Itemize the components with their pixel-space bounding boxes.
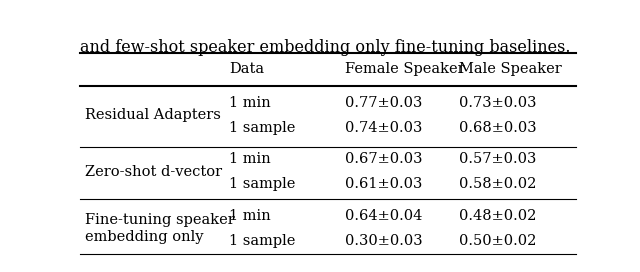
Text: 1 sample: 1 sample (229, 178, 295, 191)
Text: 0.30±0.03: 0.30±0.03 (346, 234, 423, 248)
Text: 0.68±0.03: 0.68±0.03 (460, 121, 537, 135)
Text: 0.61±0.03: 0.61±0.03 (346, 178, 423, 191)
Text: 0.64±0.04: 0.64±0.04 (346, 209, 423, 223)
Text: Male Speaker: Male Speaker (460, 62, 562, 76)
Text: 1 sample: 1 sample (229, 234, 295, 248)
Text: Fine-tuning speaker
embedding only: Fine-tuning speaker embedding only (85, 213, 235, 243)
Text: and few-shot speaker embedding only fine-tuning baselines.: and few-shot speaker embedding only fine… (80, 39, 570, 56)
Text: 0.67±0.03: 0.67±0.03 (346, 152, 423, 166)
Text: Zero-shot d-vector: Zero-shot d-vector (85, 165, 222, 179)
Text: 1 min: 1 min (229, 152, 271, 166)
Text: 1 sample: 1 sample (229, 121, 295, 135)
Text: 0.48±0.02: 0.48±0.02 (460, 209, 537, 223)
Text: 0.73±0.03: 0.73±0.03 (460, 96, 537, 110)
Text: 1 min: 1 min (229, 209, 271, 223)
Text: 0.77±0.03: 0.77±0.03 (346, 96, 423, 110)
Text: Female Speaker: Female Speaker (346, 62, 465, 76)
Text: Residual Adapters: Residual Adapters (85, 108, 221, 122)
Text: 0.57±0.03: 0.57±0.03 (460, 152, 537, 166)
Text: 1 min: 1 min (229, 96, 271, 110)
Text: Data: Data (229, 62, 264, 76)
Text: 0.58±0.02: 0.58±0.02 (460, 178, 537, 191)
Text: 0.74±0.03: 0.74±0.03 (346, 121, 423, 135)
Text: 0.50±0.02: 0.50±0.02 (460, 234, 537, 248)
